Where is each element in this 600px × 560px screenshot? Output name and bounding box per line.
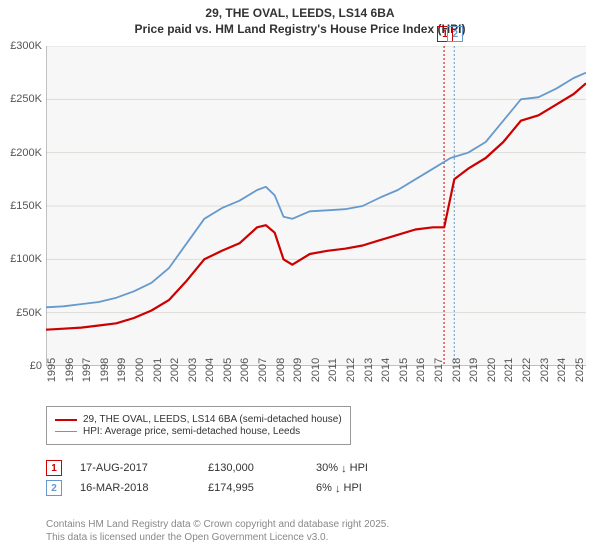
title-line-1: 29, THE OVAL, LEEDS, LS14 6BA bbox=[0, 6, 600, 22]
y-tick-label: £300K bbox=[10, 40, 42, 52]
transaction-notes: 1 17-AUG-2017 £130,000 30% ↓ HPI 2 16-MAR-201… bbox=[46, 456, 586, 500]
x-tick-label: 2011 bbox=[327, 358, 339, 382]
x-tick-label: 2020 bbox=[486, 358, 498, 382]
x-tick-label: 2016 bbox=[415, 358, 427, 382]
chart-svg bbox=[46, 46, 586, 366]
chart-title: 29, THE OVAL, LEEDS, LS14 6BA Price paid… bbox=[0, 0, 600, 37]
title-line-2: Price paid vs. HM Land Registry's House … bbox=[0, 22, 600, 38]
x-tick-label: 2023 bbox=[539, 358, 551, 382]
chart-plot-area: £0£50K£100K£150K£200K£250K£300K199519961… bbox=[46, 46, 586, 366]
note-row: 1 17-AUG-2017 £130,000 30% ↓ HPI bbox=[46, 460, 586, 476]
y-tick-label: £250K bbox=[10, 93, 42, 105]
x-tick-label: 1998 bbox=[99, 358, 111, 382]
x-tick-label: 2015 bbox=[398, 358, 410, 382]
note-price: £174,995 bbox=[208, 482, 298, 494]
note-marker: 2 bbox=[46, 480, 62, 496]
note-price: £130,000 bbox=[208, 462, 298, 474]
x-tick-label: 1995 bbox=[46, 358, 58, 382]
x-tick-label: 2008 bbox=[275, 358, 287, 382]
x-tick-label: 2022 bbox=[521, 358, 533, 382]
x-tick-label: 2006 bbox=[239, 358, 251, 382]
x-tick-label: 2012 bbox=[345, 358, 357, 382]
x-tick-label: 2017 bbox=[433, 358, 445, 382]
x-tick-label: 1999 bbox=[116, 358, 128, 382]
x-tick-label: 2001 bbox=[152, 358, 164, 382]
note-date: 16-MAR-2018 bbox=[80, 482, 190, 494]
legend-swatch bbox=[55, 419, 77, 421]
x-tick-label: 2004 bbox=[204, 358, 216, 382]
y-tick-label: £200K bbox=[10, 147, 42, 159]
legend-row: HPI: Average price, semi-detached house,… bbox=[55, 426, 342, 437]
legend-box: 29, THE OVAL, LEEDS, LS14 6BA (semi-deta… bbox=[46, 406, 351, 445]
x-tick-label: 2009 bbox=[292, 358, 304, 382]
note-pct: 6% ↓ HPI bbox=[316, 482, 362, 494]
x-tick-label: 2002 bbox=[169, 358, 181, 382]
y-tick-label: £50K bbox=[16, 307, 42, 319]
x-tick-label: 2025 bbox=[574, 358, 586, 382]
legend-row: 29, THE OVAL, LEEDS, LS14 6BA (semi-deta… bbox=[55, 414, 342, 425]
chart-marker-2: 2 bbox=[447, 26, 463, 42]
x-tick-label: 2014 bbox=[380, 358, 392, 382]
footer-line-1: Contains HM Land Registry data © Crown c… bbox=[46, 518, 389, 531]
x-tick-label: 2007 bbox=[257, 358, 269, 382]
x-tick-label: 2024 bbox=[556, 358, 568, 382]
x-tick-label: 2013 bbox=[363, 358, 375, 382]
x-tick-label: 2010 bbox=[310, 358, 322, 382]
x-tick-label: 2018 bbox=[451, 358, 463, 382]
footer-line-2: This data is licensed under the Open Gov… bbox=[46, 531, 389, 544]
x-tick-label: 2019 bbox=[468, 358, 480, 382]
legend-label: HPI: Average price, semi-detached house,… bbox=[83, 426, 300, 437]
y-tick-label: £150K bbox=[10, 200, 42, 212]
note-row: 2 16-MAR-2018 £174,995 6% ↓ HPI bbox=[46, 480, 586, 496]
note-pct: 30% ↓ HPI bbox=[316, 462, 368, 474]
x-tick-label: 2000 bbox=[134, 358, 146, 382]
x-tick-label: 2021 bbox=[503, 358, 515, 382]
note-date: 17-AUG-2017 bbox=[80, 462, 190, 474]
down-arrow-icon: ↓ bbox=[335, 483, 341, 495]
x-tick-label: 2005 bbox=[222, 358, 234, 382]
y-tick-label: £100K bbox=[10, 253, 42, 265]
footer-attribution: Contains HM Land Registry data © Crown c… bbox=[46, 518, 389, 544]
y-tick-label: £0 bbox=[30, 360, 42, 372]
x-tick-label: 1997 bbox=[81, 358, 93, 382]
note-marker: 1 bbox=[46, 460, 62, 476]
x-tick-label: 2003 bbox=[187, 358, 199, 382]
legend-swatch bbox=[55, 431, 77, 432]
legend-label: 29, THE OVAL, LEEDS, LS14 6BA (semi-deta… bbox=[83, 414, 342, 425]
x-tick-label: 1996 bbox=[64, 358, 76, 382]
down-arrow-icon: ↓ bbox=[341, 463, 347, 475]
